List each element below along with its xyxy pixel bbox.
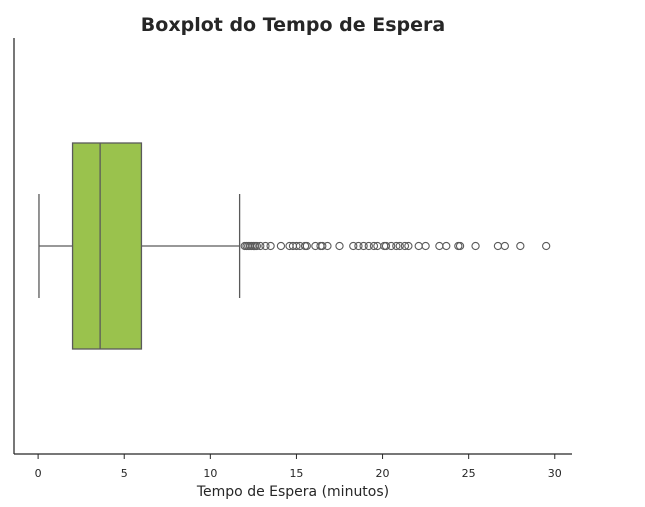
outlier-point	[414, 241, 423, 251]
outlier-point	[252, 241, 261, 251]
outlier-point	[261, 241, 270, 251]
chart-title: Boxplot do Tempo de Espera	[141, 14, 445, 36]
outlier-point	[392, 241, 401, 251]
outlier-point	[471, 241, 480, 251]
outlier-point	[395, 241, 404, 251]
outlier-point	[256, 241, 265, 251]
outlier-point	[364, 241, 373, 251]
outlier-point	[359, 241, 368, 251]
x-tick-label: 5	[121, 467, 128, 480]
outlier-point	[500, 241, 509, 251]
x-tick-label: 10	[203, 467, 217, 480]
x-tick-label: 15	[289, 467, 303, 480]
outlier-point	[542, 241, 551, 251]
plot-area	[38, 142, 551, 350]
outlier-point	[349, 241, 358, 251]
outlier-point	[435, 241, 444, 251]
x-tick-label: 0	[35, 467, 42, 480]
outlier-point	[292, 241, 301, 251]
outlier-point	[455, 241, 465, 251]
x-axis-label: Tempo de Espera (minutos)	[196, 484, 389, 500]
outlier-points	[240, 241, 551, 251]
x-axis-ticks: 0 5 10 15 20 25 30	[35, 454, 562, 480]
outlier-point	[302, 241, 311, 251]
x-tick-label: 20	[376, 467, 390, 480]
outlier-point	[354, 241, 363, 251]
outlier-point	[442, 241, 451, 251]
outlier-point	[516, 241, 525, 251]
x-tick-label: 30	[548, 467, 562, 480]
outlier-point	[421, 241, 430, 251]
outlier-point	[493, 241, 503, 251]
x-tick-label: 25	[462, 467, 476, 480]
outlier-point	[404, 241, 413, 251]
outlier-point	[381, 241, 391, 251]
box-group	[38, 142, 241, 350]
outlier-point	[387, 241, 396, 251]
outlier-point	[323, 241, 332, 251]
iqr-box	[71, 142, 143, 350]
outlier-point	[369, 241, 379, 251]
outlier-point	[266, 241, 275, 251]
outlier-point	[276, 241, 286, 251]
outlier-point	[335, 241, 344, 251]
outlier-point	[318, 241, 327, 251]
outlier-point	[400, 241, 410, 251]
